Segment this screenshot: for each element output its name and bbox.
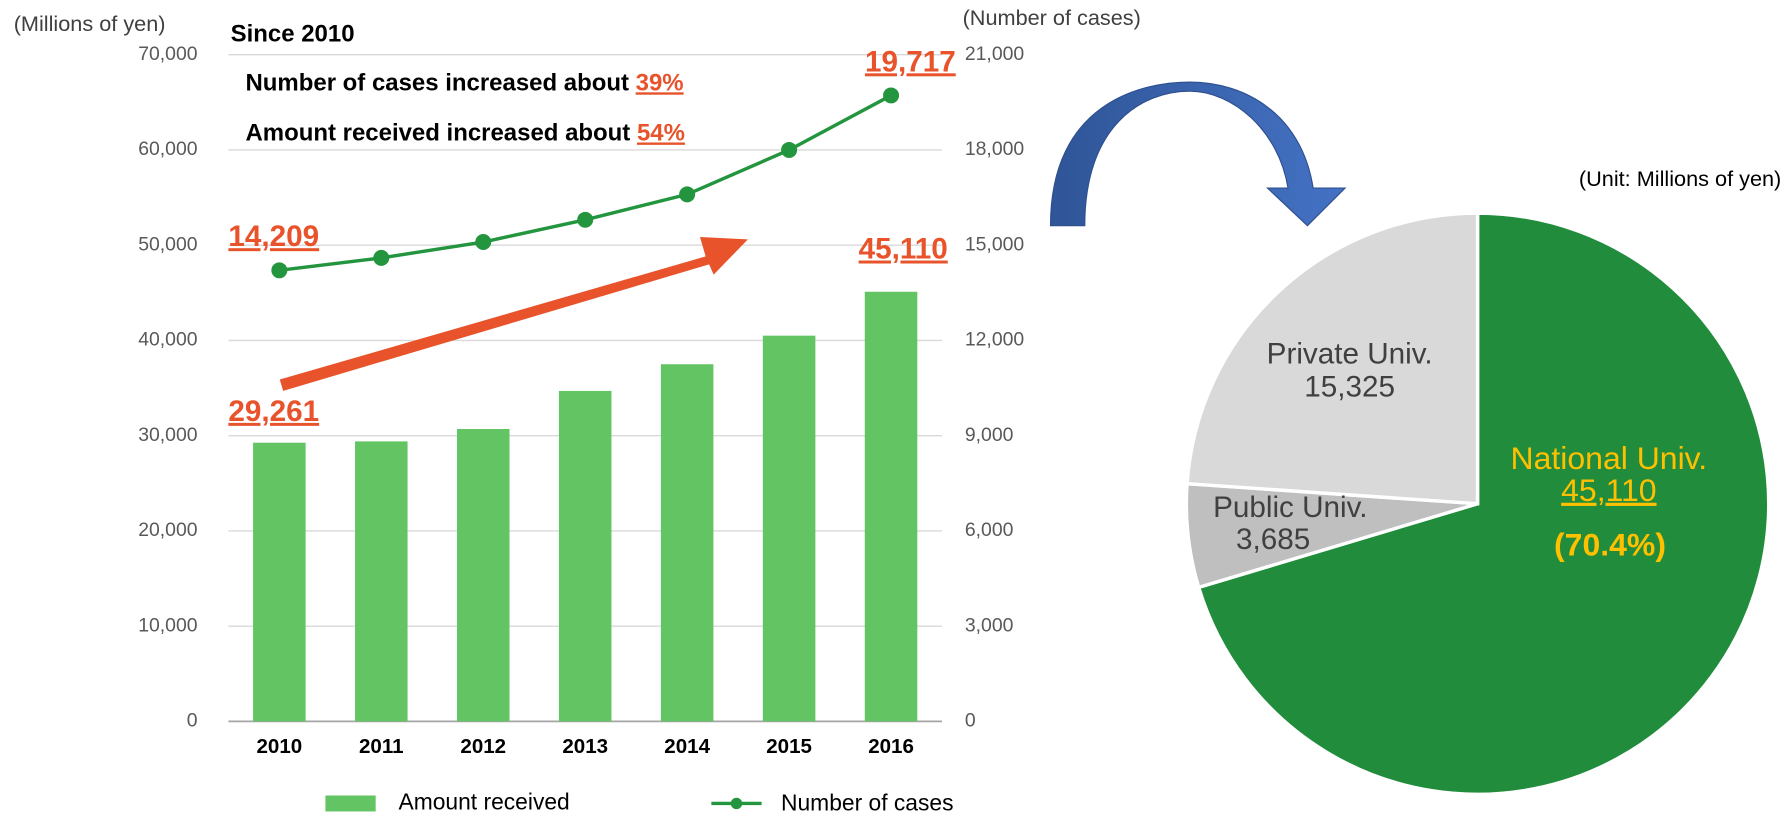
y2-tick-label: 3,000 [965, 614, 1014, 636]
line-point [475, 234, 492, 250]
y-tick-label: 0 [187, 710, 198, 732]
data-label: 19,717 [865, 45, 956, 78]
line-point [883, 87, 900, 104]
legend-label: Amount received [399, 789, 570, 815]
slice-label: Public Univ. [1213, 491, 1367, 524]
y-tick-label: 60,000 [138, 138, 198, 160]
y-tick-label: 70,000 [138, 43, 198, 65]
line-point [271, 262, 288, 279]
pie-subtitle: (Unit: Millions of yen) [1579, 166, 1781, 191]
y-tick-label: 20,000 [138, 519, 198, 541]
bar [355, 441, 408, 722]
line-point [577, 211, 594, 228]
x-tick-label: 2013 [562, 735, 608, 758]
x-tick-label: 2012 [460, 735, 506, 758]
bar [558, 390, 612, 722]
annotation-highlight: 39% [636, 70, 684, 97]
bar [660, 364, 714, 722]
annotation-highlight: 54% [637, 120, 685, 147]
legend-swatch [325, 795, 376, 812]
slice-value: 45,110 [1561, 472, 1656, 508]
x-tick-label: 2016 [868, 735, 914, 758]
data-label: 14,209 [228, 220, 319, 253]
curved-arrow [1049, 81, 1347, 227]
bar [456, 429, 510, 722]
slice-percent: (70.4%) [1554, 526, 1666, 562]
y2-tick-label: 0 [965, 710, 976, 732]
y2-axis-label: (Number of cases) [963, 5, 1141, 30]
y-tick-label: 10,000 [138, 614, 198, 636]
pie-slice [1185, 211, 1480, 506]
legend-swatch [730, 797, 743, 810]
slice-value: 3,685 [1236, 523, 1310, 556]
y2-tick-label: 15,000 [965, 233, 1025, 255]
data-label: 45,110 [859, 233, 948, 266]
bar [762, 335, 816, 722]
x-tick-label: 2015 [766, 735, 812, 758]
annotation: Amount received increased about 54% [245, 120, 684, 147]
x-tick-label: 2014 [664, 735, 710, 758]
bar [864, 291, 918, 722]
y-axis-label: (Millions of yen) [14, 11, 166, 36]
bar [253, 442, 306, 722]
y2-tick-label: 21,000 [965, 43, 1025, 65]
slice-value: 15,325 [1304, 370, 1395, 403]
y-tick-label: 50,000 [138, 233, 198, 255]
y2-tick-label: 6,000 [965, 519, 1014, 541]
x-tick-label: 2010 [257, 735, 303, 758]
line-point [373, 249, 390, 266]
annotation-text: Number of cases increased about [245, 70, 635, 97]
y-tick-label: 40,000 [138, 329, 198, 351]
line-point [781, 141, 798, 158]
data-label: 29,261 [228, 395, 319, 428]
annotation: Since 2010 [231, 21, 355, 48]
y2-tick-label: 12,000 [965, 329, 1025, 351]
y2-tick-label: 9,000 [965, 424, 1014, 446]
annotation: Number of cases increased about 39% [245, 70, 683, 97]
trend-arrow [279, 237, 748, 391]
slice-label: National Univ. [1511, 440, 1708, 476]
y2-tick-label: 18,000 [965, 138, 1025, 160]
legend-label: Number of cases [781, 790, 953, 816]
line-point [679, 186, 696, 203]
slice-label: Private Univ. [1267, 337, 1433, 370]
pie-slice [1196, 211, 1771, 797]
x-tick-label: 2011 [359, 735, 404, 758]
y-tick-label: 30,000 [138, 424, 198, 446]
annotation-text: Amount received increased about [245, 120, 636, 147]
